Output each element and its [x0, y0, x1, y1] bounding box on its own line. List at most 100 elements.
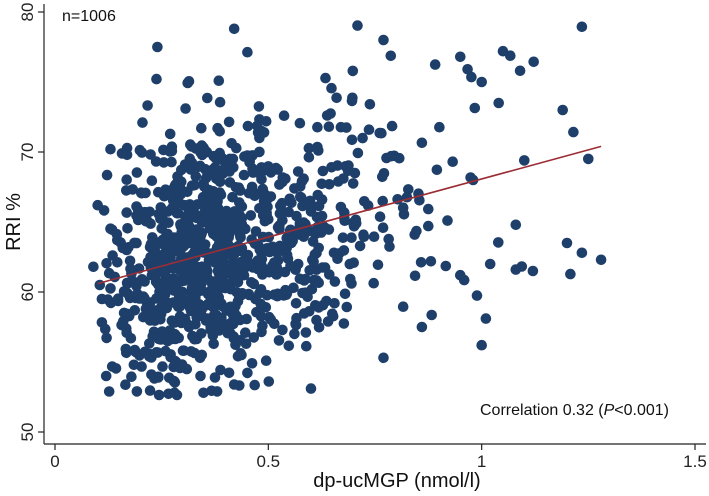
data-point — [186, 157, 198, 169]
data-point — [440, 260, 452, 272]
x-tick-label: 0.5 — [257, 452, 281, 471]
data-point — [348, 257, 360, 269]
data-point — [328, 247, 340, 259]
data-point — [306, 283, 318, 295]
data-point — [372, 259, 384, 271]
data-point — [294, 273, 306, 285]
data-point — [471, 290, 483, 301]
data-point — [121, 327, 132, 339]
data-point — [105, 143, 116, 155]
data-point — [196, 122, 207, 134]
data-point — [298, 173, 310, 184]
data-point — [202, 92, 213, 104]
data-point — [339, 215, 351, 226]
data-point — [198, 142, 209, 153]
data-point — [272, 288, 284, 300]
data-point — [215, 364, 226, 376]
data-point — [102, 294, 114, 305]
data-point — [281, 242, 293, 254]
data-point — [568, 126, 579, 138]
data-point — [263, 376, 275, 387]
data-point — [167, 263, 179, 274]
data-point — [290, 319, 302, 331]
data-point — [173, 332, 184, 344]
data-point — [323, 121, 335, 132]
data-point — [493, 237, 504, 248]
data-point — [292, 166, 304, 177]
data-point — [329, 298, 340, 309]
data-point — [324, 269, 335, 280]
data-point — [258, 263, 270, 275]
data-point — [110, 363, 122, 374]
data-point — [246, 181, 258, 193]
data-point — [294, 117, 306, 129]
data-point — [384, 241, 395, 252]
data-point — [136, 147, 148, 158]
data-point — [346, 232, 357, 243]
data-point — [198, 387, 209, 399]
data-point — [139, 206, 151, 218]
data-point — [320, 72, 331, 84]
data-point — [346, 134, 358, 146]
data-point — [208, 338, 219, 350]
data-point — [354, 240, 366, 252]
data-point — [189, 334, 200, 345]
data-point — [321, 295, 332, 307]
data-point — [304, 306, 315, 317]
x-tick-label: 1 — [477, 452, 486, 471]
data-point — [337, 232, 349, 243]
data-point — [281, 232, 293, 244]
data-point — [103, 386, 115, 397]
data-point — [163, 217, 174, 228]
data-point — [269, 318, 280, 330]
data-point — [423, 220, 434, 232]
data-point — [227, 213, 239, 224]
x-tick-label: 1.5 — [683, 452, 707, 471]
data-point — [329, 276, 341, 287]
data-point — [342, 165, 354, 177]
data-point — [205, 324, 216, 336]
data-point — [182, 186, 193, 198]
data-point — [455, 51, 466, 63]
data-point — [386, 120, 398, 132]
data-point — [347, 178, 359, 189]
data-point — [151, 248, 162, 259]
data-point — [313, 302, 325, 313]
data-point — [234, 224, 246, 235]
data-point — [313, 145, 324, 156]
data-point — [185, 224, 197, 236]
data-point — [171, 177, 183, 189]
data-point — [243, 289, 255, 301]
data-point — [131, 167, 143, 178]
data-point — [250, 226, 262, 237]
data-point — [139, 276, 150, 287]
data-point — [358, 231, 370, 242]
data-point — [324, 179, 335, 190]
data-point — [362, 200, 374, 211]
data-point — [416, 137, 428, 149]
correlation-suffix: <0.001) — [614, 402, 669, 419]
data-point — [326, 82, 337, 94]
data-point — [144, 351, 155, 362]
x-tick-label: 0 — [50, 452, 59, 471]
data-point — [347, 65, 359, 77]
data-point — [171, 389, 183, 401]
data-point — [242, 367, 253, 379]
data-point — [305, 383, 317, 394]
data-point — [289, 328, 300, 340]
data-point — [303, 142, 315, 154]
data-point — [246, 358, 258, 369]
data-point — [195, 231, 206, 243]
data-point — [403, 184, 414, 195]
data-point — [313, 242, 325, 254]
data-point — [301, 340, 312, 352]
data-point — [306, 200, 318, 212]
data-point — [182, 203, 194, 214]
y-tick-label: 80 — [18, 3, 37, 22]
data-point — [123, 242, 134, 253]
data-point — [175, 235, 187, 247]
data-point — [352, 147, 364, 159]
data-point — [130, 292, 141, 304]
data-point — [397, 202, 409, 213]
data-point — [101, 169, 113, 181]
